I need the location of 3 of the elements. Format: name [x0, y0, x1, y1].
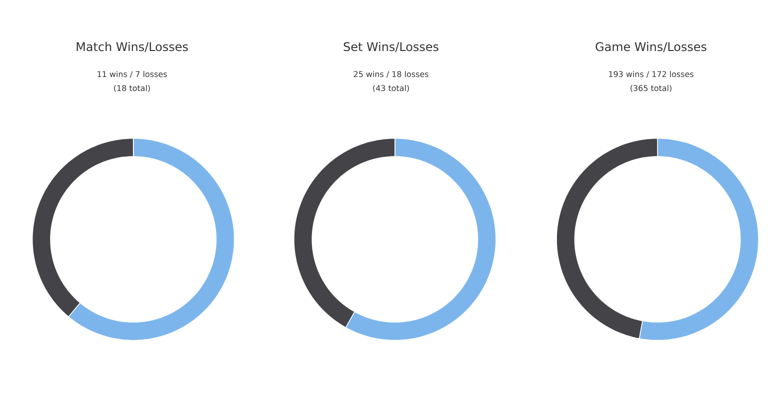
- chart-title: Match Wins/Losses: [76, 42, 188, 52]
- chart-title: Set Wins/Losses: [344, 42, 438, 52]
- chart-title: Game Wins/Losses: [596, 42, 706, 52]
